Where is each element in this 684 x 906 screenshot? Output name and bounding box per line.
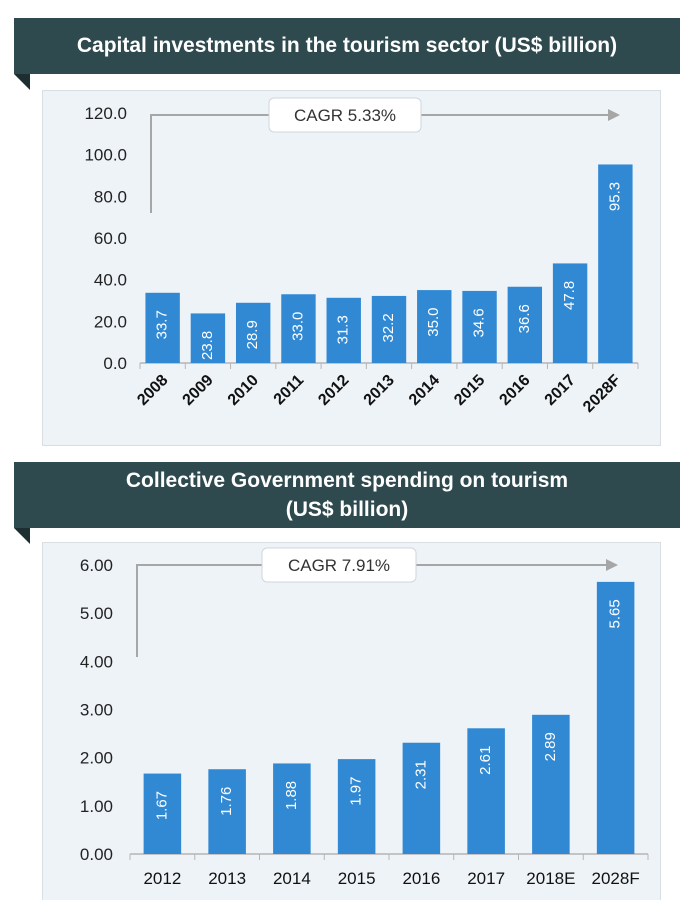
bar-value-label: 2.89 bbox=[542, 732, 559, 761]
bar-value-label: 32.2 bbox=[380, 313, 397, 342]
cagr-arrow-line bbox=[136, 564, 606, 657]
x-tick-label: 2028F bbox=[592, 869, 640, 888]
bar-value-label: 5.65 bbox=[607, 599, 624, 628]
bar bbox=[402, 742, 441, 854]
x-tick-label: 2014 bbox=[406, 372, 443, 409]
cagr-label: CAGR 7.91% bbox=[288, 556, 390, 575]
bar-value-label: 47.8 bbox=[561, 281, 578, 310]
y-tick-label: 60.0 bbox=[94, 229, 127, 248]
cagr-badge bbox=[261, 547, 417, 583]
y-tick-label: 120.0 bbox=[84, 104, 127, 123]
bar bbox=[235, 302, 271, 363]
chart-panel-capital-investments: Capital investments in the tourism secto… bbox=[0, 0, 684, 450]
y-tick-label: 4.00 bbox=[80, 652, 113, 671]
bar-value-label: 31.3 bbox=[335, 315, 352, 344]
bar bbox=[143, 773, 182, 854]
bar bbox=[552, 263, 588, 363]
x-tick-label: 2016 bbox=[402, 869, 440, 888]
bar-chart-government-spending: CAGR 7.91% 0.00 1.00 2.00 3.00 4.00 5.00 6.00 1.… bbox=[80, 547, 649, 888]
bar bbox=[467, 728, 505, 854]
y-tick-label: 5.00 bbox=[80, 604, 113, 623]
y-tick-label: 2.00 bbox=[80, 749, 113, 768]
x-tick-label: 2010 bbox=[225, 372, 262, 409]
chart-panel-government-spending: Collective Government spending on touris… bbox=[0, 450, 684, 900]
y-tick-label: 3.00 bbox=[80, 701, 113, 720]
bar-value-label: 28.9 bbox=[244, 320, 261, 349]
x-tick-label: 2009 bbox=[180, 372, 217, 409]
y-tick-label: 100.0 bbox=[84, 146, 127, 165]
cagr-badge bbox=[268, 97, 422, 133]
bar-value-label: 34.6 bbox=[471, 308, 488, 337]
bar-value-label: 36.6 bbox=[516, 304, 533, 333]
x-tick-label: 2012 bbox=[315, 372, 352, 409]
bar bbox=[596, 581, 635, 854]
bar-value-label: 33.7 bbox=[154, 310, 171, 339]
y-tick-label: 1.00 bbox=[80, 797, 113, 816]
bar-value-label: 1.76 bbox=[218, 787, 235, 816]
x-tick-label: 2015 bbox=[451, 372, 488, 409]
header-fold bbox=[14, 528, 30, 544]
x-tick-label: 2017 bbox=[542, 372, 579, 409]
y-tick-label: 0.0 bbox=[103, 354, 127, 373]
x-tick-label: 2008 bbox=[134, 372, 171, 409]
chart-title-line-2: (US$ billion) bbox=[285, 498, 409, 521]
header-fold bbox=[14, 74, 30, 90]
bar-value-label: 23.8 bbox=[199, 331, 216, 360]
chart-area: CAGR 7.91% 0.00 1.00 2.00 3.00 4.00 5.00 6.00 1.… bbox=[42, 542, 661, 900]
bar bbox=[273, 763, 311, 854]
x-tick-label: 2015 bbox=[338, 869, 376, 888]
y-tick-label: 0.00 bbox=[80, 845, 113, 864]
bar-chart-capital-investments: CAGR 5.33% 0.0 20.0 40.0 60.0 80.0 100.0 120.0 3… bbox=[84, 97, 639, 416]
x-tick-label: 2013 bbox=[361, 372, 398, 409]
cagr-arrowhead bbox=[608, 109, 620, 121]
x-tick-label: 2014 bbox=[273, 869, 311, 888]
bar-value-label: 1.88 bbox=[283, 781, 300, 810]
chart-title: Capital investments in the tourism secto… bbox=[14, 18, 680, 74]
x-tick-label: 2013 bbox=[208, 869, 246, 888]
chart-title: Collective Government spending on touris… bbox=[14, 462, 680, 528]
bar bbox=[462, 290, 497, 363]
y-tick-label: 40.0 bbox=[94, 271, 127, 290]
cagr-arrow-line bbox=[150, 114, 608, 213]
bar bbox=[326, 297, 361, 363]
bar bbox=[371, 295, 407, 363]
bar-value-label: 35.0 bbox=[425, 307, 442, 336]
x-tick-label: 2011 bbox=[271, 372, 308, 409]
bar-value-label: 95.3 bbox=[606, 182, 623, 211]
bar-value-label: 33.0 bbox=[289, 312, 306, 341]
bar-value-label: 1.67 bbox=[153, 791, 170, 820]
x-tick-label: 2016 bbox=[496, 372, 533, 409]
bar-value-label: 2.61 bbox=[477, 746, 494, 775]
bar bbox=[417, 290, 452, 363]
chart-area: CAGR 5.33% 0.0 20.0 40.0 60.0 80.0 100.0 120.0 3… bbox=[42, 90, 661, 446]
bar bbox=[281, 294, 316, 363]
bar bbox=[208, 769, 246, 854]
bar bbox=[337, 759, 376, 854]
bar bbox=[145, 292, 180, 363]
x-tick-label: 2017 bbox=[467, 869, 505, 888]
bar-value-label: 1.97 bbox=[348, 777, 365, 806]
y-tick-label: 20.0 bbox=[94, 312, 127, 331]
bar-value-label: 2.31 bbox=[412, 760, 429, 789]
x-tick-label: 2012 bbox=[143, 869, 181, 888]
y-tick-label: 6.00 bbox=[80, 556, 113, 575]
bar bbox=[598, 164, 633, 363]
bar bbox=[532, 714, 570, 854]
x-tick-label: 2018E bbox=[526, 869, 575, 888]
cagr-arrowhead bbox=[606, 559, 618, 571]
x-tick-label: 2028F bbox=[580, 372, 624, 416]
cagr-label: CAGR 5.33% bbox=[294, 106, 396, 125]
y-tick-label: 80.0 bbox=[94, 187, 127, 206]
bar bbox=[190, 313, 226, 363]
chart-title-line-1: Collective Government spending on touris… bbox=[125, 469, 569, 492]
bar bbox=[507, 286, 543, 363]
